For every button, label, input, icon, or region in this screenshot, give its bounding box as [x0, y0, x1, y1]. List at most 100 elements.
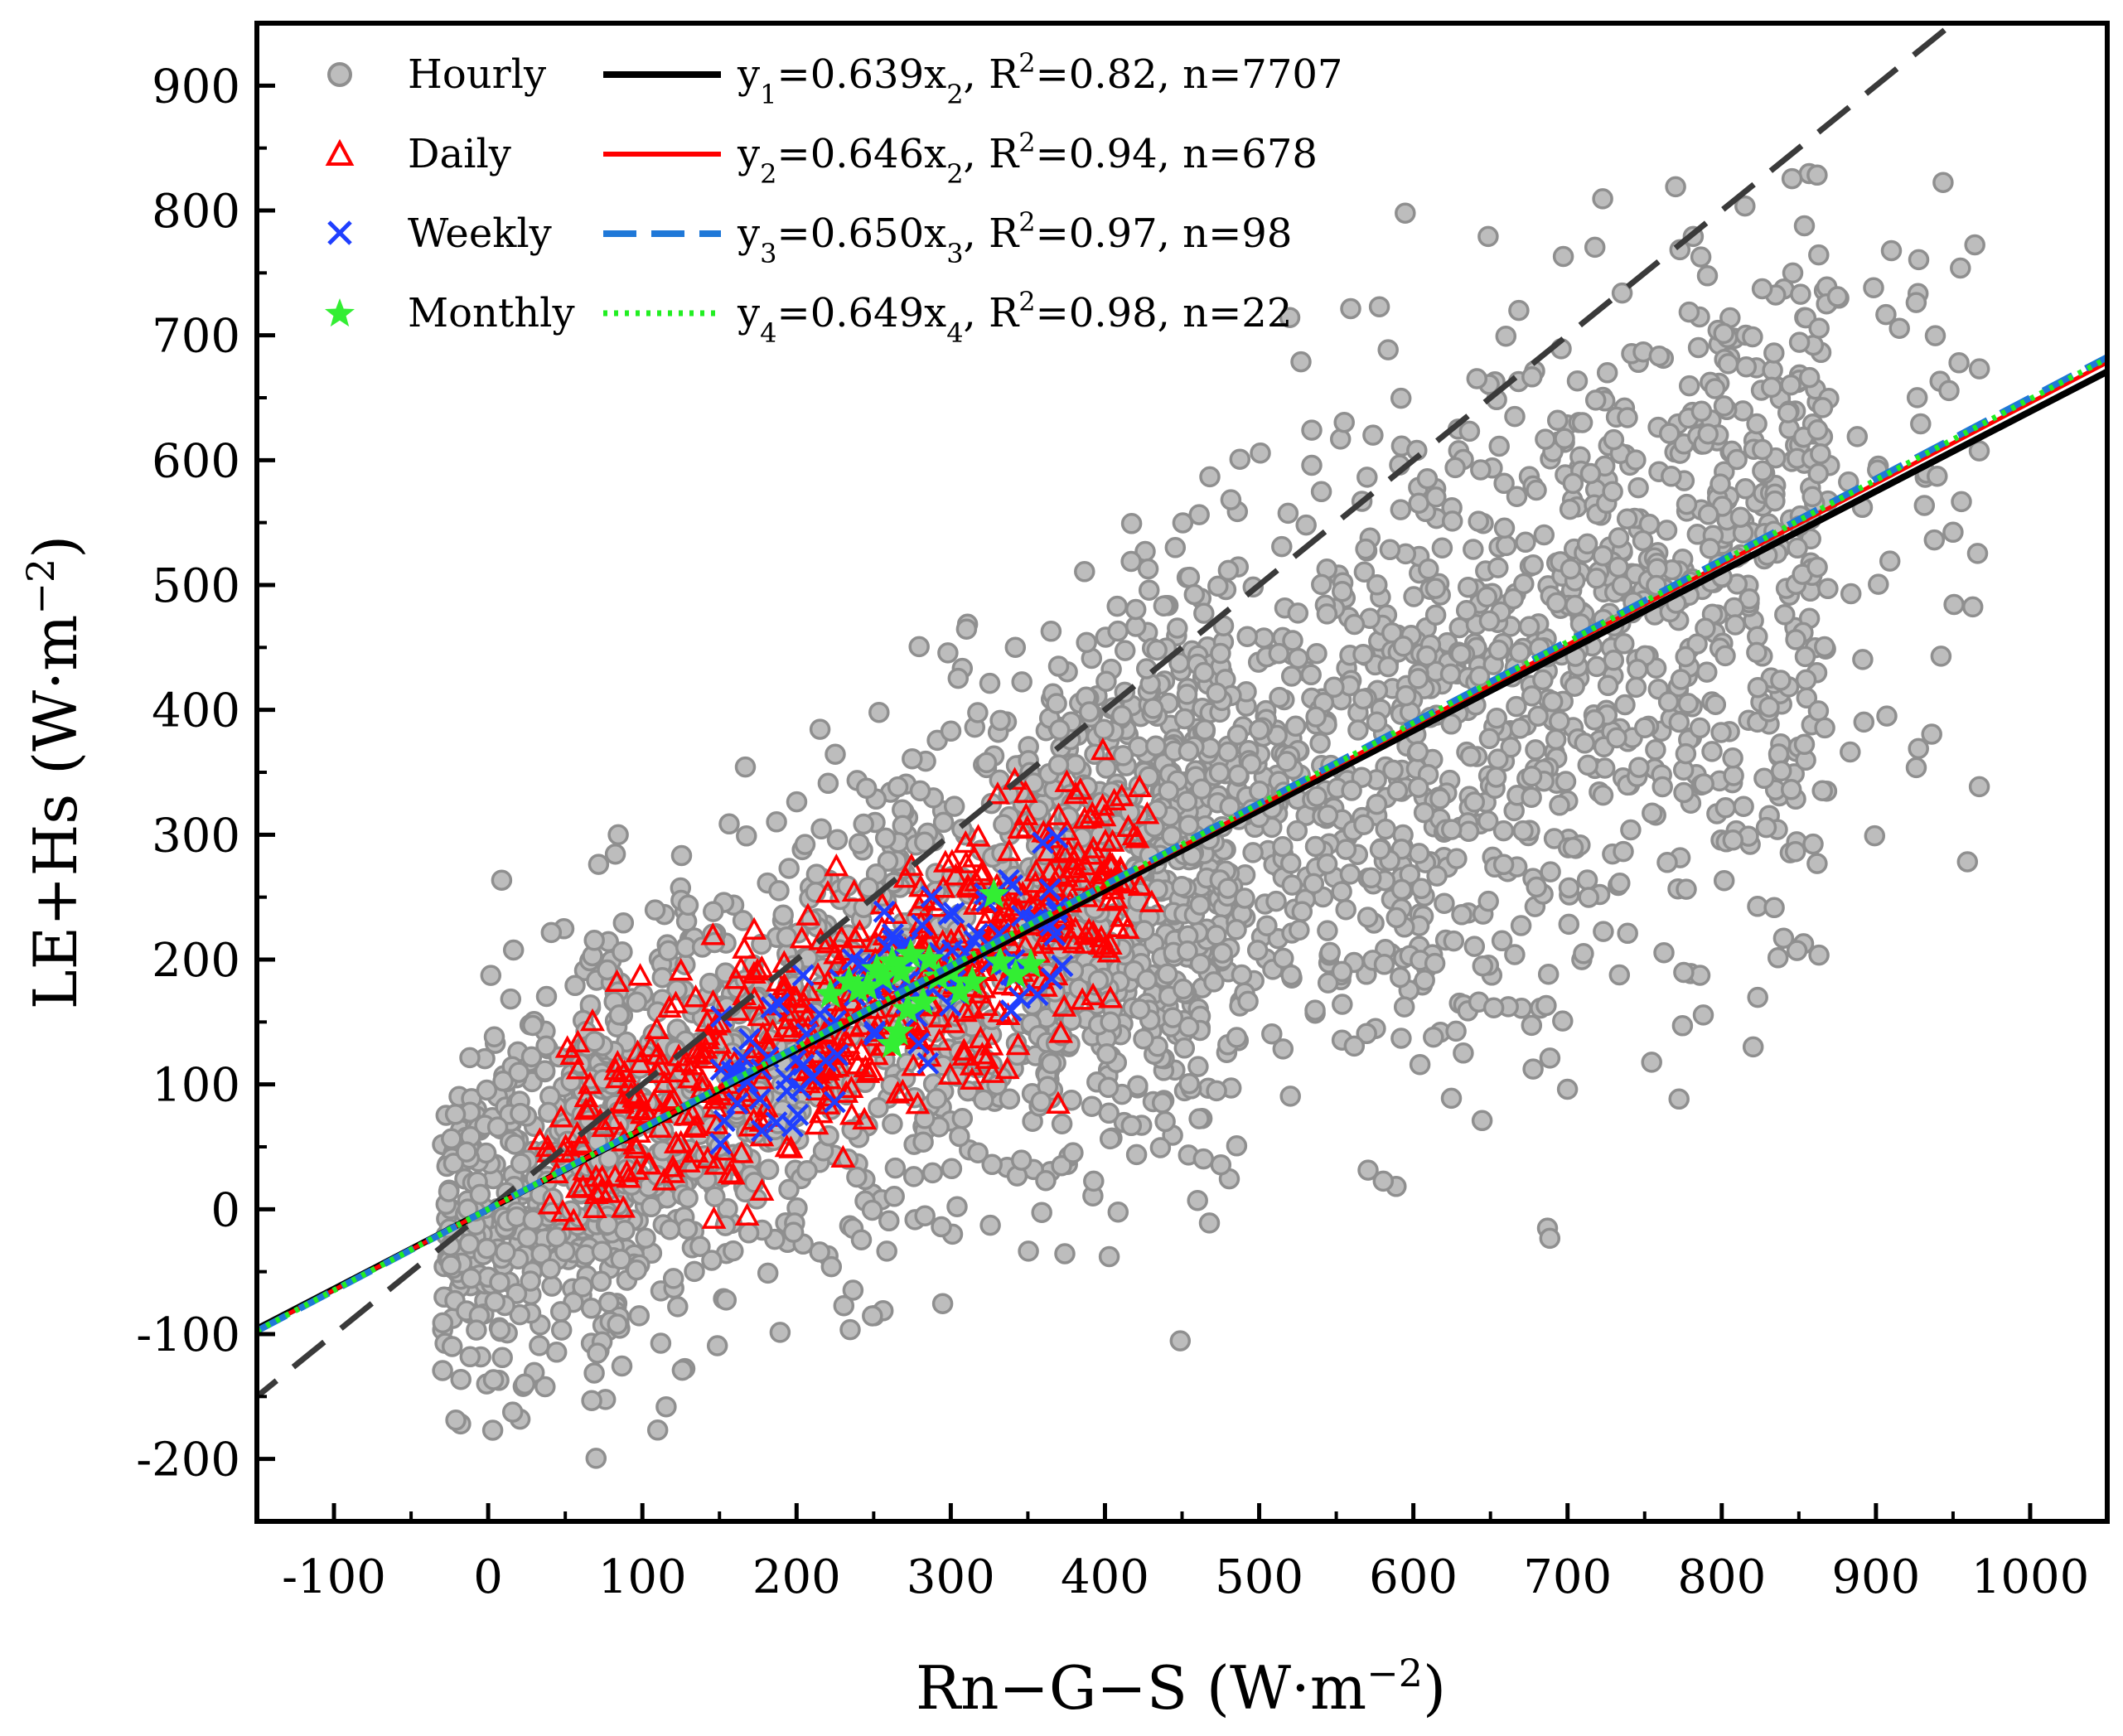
- hourly-point: [1552, 1010, 1574, 1032]
- x-tick-label: 900: [1831, 1550, 1920, 1604]
- hourly-point: [1146, 639, 1168, 661]
- hourly-point: [1564, 594, 1586, 617]
- hourly-point: [1742, 1036, 1764, 1058]
- hourly-point: [902, 747, 923, 770]
- hourly-point: [1051, 1113, 1073, 1134]
- hourly-point: [1407, 668, 1429, 689]
- hourly-point: [1335, 839, 1357, 860]
- hourly-point: [1923, 529, 1946, 551]
- hourly-point: [1167, 617, 1188, 639]
- hourly-point: [699, 972, 721, 994]
- hourly-point: [1018, 1240, 1039, 1262]
- hourly-point: [1290, 351, 1312, 373]
- hourly-point: [585, 1448, 607, 1469]
- hourly-point: [1366, 793, 1388, 815]
- hourly-point: [1676, 493, 1698, 515]
- hourly-point: [1450, 643, 1472, 665]
- hourly-point: [1493, 517, 1516, 539]
- hourly-point: [1329, 428, 1352, 450]
- hourly-point: [1701, 741, 1723, 762]
- hourly-point: [1189, 894, 1211, 916]
- hourly-point: [1742, 326, 1763, 348]
- hourly-point: [1758, 696, 1780, 718]
- hourly-point: [1603, 650, 1625, 671]
- hourly-point: [1407, 776, 1429, 798]
- hourly-point: [1451, 904, 1473, 926]
- hourly-point: [1177, 940, 1198, 962]
- hourly-point: [1784, 840, 1806, 863]
- hourly-point: [737, 1222, 760, 1244]
- hourly-point: [1343, 1035, 1366, 1057]
- hourly-point: [1431, 537, 1453, 559]
- hourly-point: [1095, 670, 1117, 692]
- hourly-point: [1808, 244, 1830, 266]
- hourly-point: [1366, 574, 1388, 596]
- hourly-point: [1840, 583, 1862, 605]
- hourly-point: [820, 1255, 843, 1278]
- hourly-point: [1231, 964, 1253, 986]
- hourly-point: [1333, 411, 1355, 433]
- hourly-point: [1606, 727, 1627, 749]
- hourly-point: [1343, 613, 1366, 636]
- hourly-point: [1905, 292, 1927, 313]
- hourly-point: [450, 1368, 472, 1390]
- hourly-point: [1617, 922, 1638, 945]
- hourly-point: [914, 1205, 936, 1226]
- hourly-point: [1078, 701, 1100, 723]
- hourly-point: [1539, 1047, 1561, 1069]
- hourly-point: [1206, 925, 1227, 946]
- hourly-point: [810, 818, 832, 840]
- hourly-point: [1482, 997, 1505, 1018]
- hourly-point: [989, 709, 1011, 732]
- hourly-point: [1217, 878, 1239, 899]
- hourly-point: [1287, 602, 1309, 624]
- hourly-point: [967, 702, 989, 723]
- hourly-point: [1409, 1053, 1431, 1076]
- hourly-point: [1360, 867, 1382, 889]
- hourly-point: [1133, 1028, 1154, 1050]
- hourly-point: [1500, 737, 1521, 758]
- hourly-point: [1472, 955, 1494, 977]
- hourly-point: [1653, 941, 1675, 964]
- hourly-point: [1751, 278, 1773, 300]
- hourly-point: [1852, 649, 1874, 670]
- hourly-point: [1798, 366, 1821, 389]
- hourly-point: [1356, 907, 1379, 928]
- hourly-point: [1921, 723, 1942, 745]
- hourly-point: [1207, 575, 1229, 597]
- hourly-point: [1968, 440, 1990, 462]
- hourly-point: [1287, 647, 1309, 670]
- hourly-point: [932, 811, 955, 834]
- hourly-point: [1527, 705, 1549, 727]
- hourly-point: [1478, 728, 1501, 750]
- hourly-point: [1076, 631, 1097, 654]
- hourly-point: [1788, 331, 1811, 353]
- hourly-point: [1107, 1201, 1129, 1223]
- hourly-point: [1304, 999, 1326, 1021]
- hourly-point: [809, 1241, 830, 1263]
- hourly-point: [1357, 1159, 1379, 1181]
- hourly-point: [796, 1159, 818, 1182]
- hourly-point: [1509, 718, 1531, 739]
- hourly-point: [1335, 898, 1356, 921]
- hourly-point: [1726, 448, 1748, 471]
- hourly-point: [1808, 944, 1830, 966]
- hourly-point: [1559, 498, 1581, 520]
- hourly-point: [534, 1376, 556, 1398]
- hourly-point: [1300, 664, 1322, 686]
- hourly-point: [1149, 1137, 1172, 1158]
- hourly-point: [1114, 640, 1136, 661]
- hourly-point: [1541, 690, 1564, 713]
- hourly-point: [489, 1318, 511, 1341]
- hourly-point: [529, 1335, 550, 1356]
- hourly-point: [967, 1142, 989, 1163]
- hourly-point: [482, 1369, 505, 1390]
- x-tick-label: 300: [907, 1550, 995, 1604]
- hourly-point: [550, 1319, 573, 1341]
- hourly-point: [1280, 964, 1302, 986]
- hourly-point: [868, 1096, 889, 1119]
- hourly-point: [1506, 486, 1528, 507]
- hourly-point: [1410, 878, 1432, 900]
- hourly-point: [1112, 745, 1134, 766]
- hourly-point: [1272, 1038, 1294, 1060]
